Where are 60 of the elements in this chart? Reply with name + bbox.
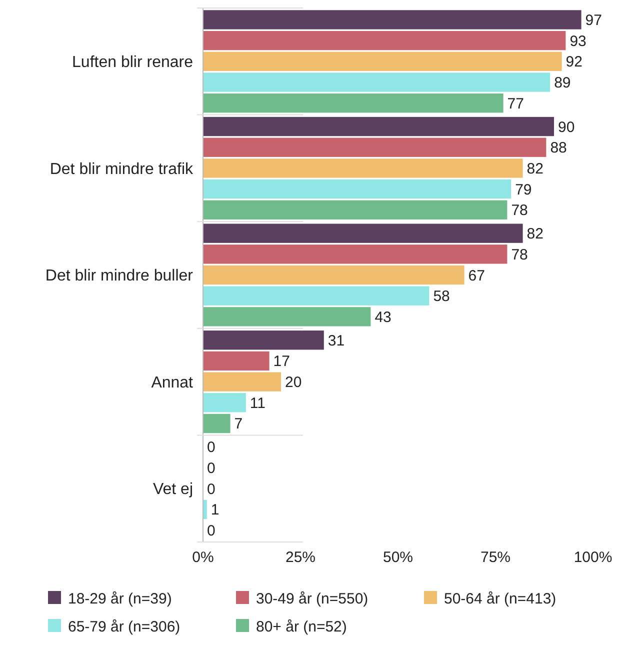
- x-tick-label: 25%: [285, 549, 316, 566]
- bar: [203, 52, 562, 71]
- data-label: 17: [273, 353, 290, 370]
- legend-label: 30-49 år (n=550): [256, 590, 368, 608]
- legend-label: 65-79 år (n=306): [68, 618, 180, 636]
- bar: [203, 158, 523, 178]
- bar: [203, 179, 512, 199]
- bar: [203, 10, 582, 30]
- data-label: 77: [507, 95, 524, 112]
- bar: [203, 200, 508, 220]
- y-tick-label: Annat: [151, 374, 194, 392]
- data-label: 89: [554, 74, 571, 92]
- bar: [203, 286, 430, 306]
- bar: [203, 224, 523, 243]
- data-label: 20: [285, 374, 302, 392]
- data-label: 78: [511, 202, 528, 220]
- data-label: 0: [207, 522, 216, 540]
- data-label: 31: [328, 332, 345, 350]
- legend-label: 18-29 år (n=39): [68, 590, 172, 608]
- data-label: 82: [526, 226, 544, 243]
- data-label: 7: [234, 416, 243, 433]
- data-label: 93: [570, 32, 586, 50]
- bar: [203, 30, 566, 50]
- bar: [203, 265, 464, 285]
- bar: [203, 72, 550, 92]
- y-tick-label: Vet ej: [152, 481, 193, 498]
- legend-label: 50-64 år (n=413): [444, 590, 556, 608]
- x-tick-label: 50%: [382, 549, 414, 566]
- bar: [203, 351, 270, 371]
- data-label: 0: [207, 439, 216, 456]
- data-label: 79: [515, 181, 532, 198]
- data-label: 67: [468, 267, 485, 284]
- bar: [203, 93, 504, 113]
- data-label: 82: [526, 160, 544, 178]
- data-label: 58: [433, 288, 450, 306]
- data-label: 43: [374, 308, 392, 326]
- data-label: 97: [585, 12, 602, 29]
- legend-label: 80+ år (n=52): [256, 618, 347, 636]
- y-tick-label: Det blir mindre trafik: [50, 160, 194, 178]
- y-tick-label: Det blir mindre buller: [45, 268, 194, 285]
- x-tick-label: 100%: [574, 549, 612, 566]
- data-label: 0: [207, 460, 216, 478]
- bar: [203, 372, 281, 392]
- bar: [203, 414, 230, 434]
- bar: [203, 393, 246, 412]
- data-label: 1: [210, 502, 220, 519]
- data-label: 92: [566, 54, 582, 71]
- bar: [203, 307, 371, 326]
- x-tick-label: 0%: [192, 549, 214, 566]
- data-label: 78: [511, 246, 528, 264]
- bar: [203, 116, 554, 136]
- data-label: 90: [558, 118, 575, 136]
- bar: [203, 138, 546, 157]
- bar: [203, 330, 324, 350]
- data-label: 11: [250, 394, 266, 412]
- y-tick-label: Luften blir renare: [72, 54, 194, 71]
- data-label: 0: [207, 480, 216, 498]
- x-tick-label: 75%: [480, 549, 511, 566]
- bar: [203, 244, 508, 264]
- data-label: 88: [550, 140, 567, 157]
